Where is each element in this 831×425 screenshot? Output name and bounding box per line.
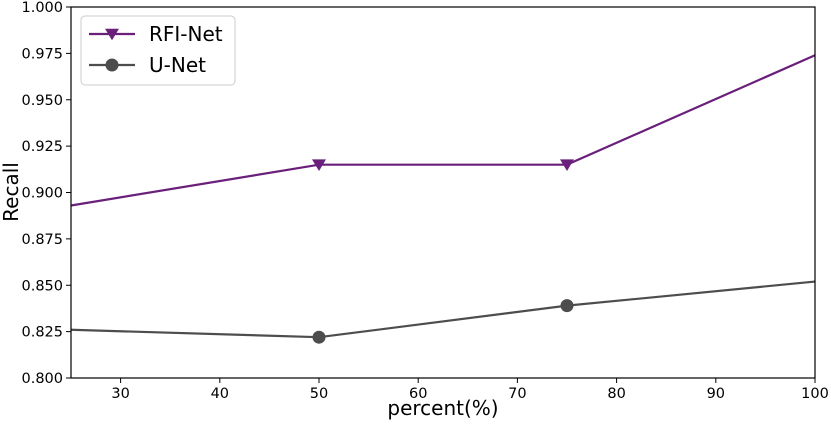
y-tick-label: 1.000 [21,0,63,16]
series-rfi-net [70,54,816,207]
y-tick-label: 0.925 [21,139,63,155]
x-tick-label: 90 [707,386,725,402]
rfi-net-line [70,54,816,207]
u-net-line [70,280,816,339]
y-tick-label: 0.975 [21,46,63,62]
x-tick-label: 100 [801,386,829,402]
y-tick-label: 0.800 [21,371,63,387]
u-net-point [312,330,326,344]
y-tick-label: 0.900 [21,186,63,202]
x-tick-label: 70 [508,386,526,402]
series-layer [70,54,816,344]
legend-marker [105,58,119,72]
x-axis-label: percent(%) [387,396,498,420]
plot-frame [70,6,816,379]
y-tick-label: 0.825 [21,325,63,341]
rfi-net-point [560,159,574,171]
y-tick-label: 0.875 [21,232,63,248]
y-axis-ticks: 0.800 0.825 0.850 0.875 0.900 0.925 0.950 0.975… [21,0,71,387]
x-tick-label: 40 [211,386,229,402]
legend: RFI-Net U-Net [80,15,236,86]
x-tick-label: 80 [607,386,625,402]
legend-marker [105,28,119,41]
x-tick-label: 30 [111,386,129,402]
rfi-net-point [312,159,326,171]
legend-label: RFI-Net [149,22,223,46]
y-axis-label: Recall [0,162,23,222]
legend-item-rfi-net: RFI-Net [89,22,223,46]
x-axis-ticks: 30 40 50 60 70 80 90 100 [111,378,829,402]
x-tick-label: 50 [310,386,328,402]
y-tick-label: 0.850 [21,278,63,294]
legend-label: U-Net [149,53,206,77]
u-net-point [560,299,574,313]
y-tick-label: 0.950 [21,93,63,109]
x-tick-label: 60 [409,386,427,402]
series-u-net [70,280,816,344]
legend-item-u-net: U-Net [89,53,206,77]
